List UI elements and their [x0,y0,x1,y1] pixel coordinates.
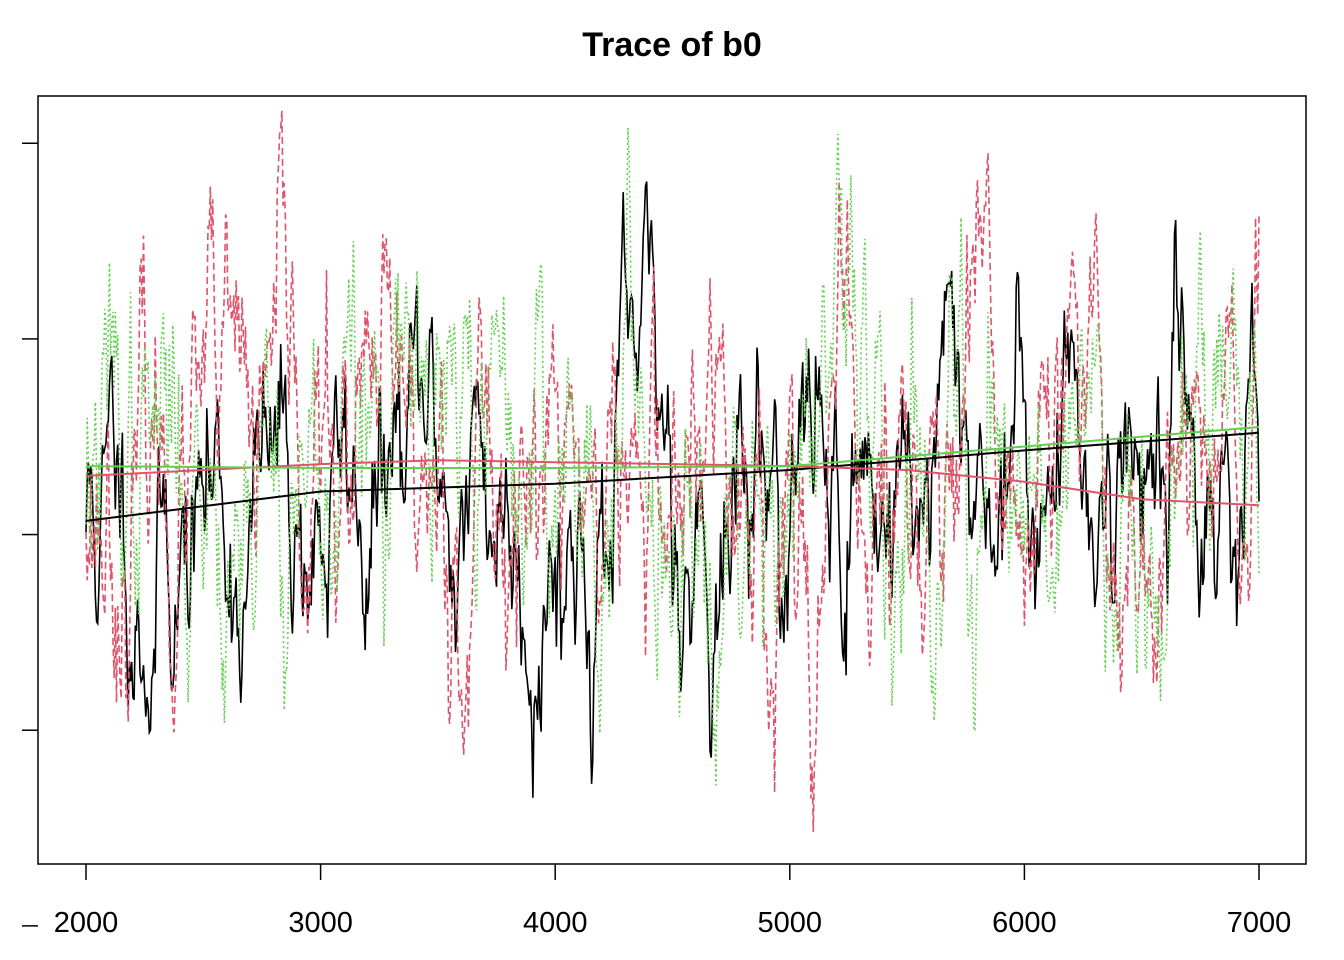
x-tick-label-7000: 7000 [1227,907,1292,939]
x-tick-label-4000: 4000 [523,907,588,939]
x-axis: 2000 3000 4000 5000 6000 7000 [54,864,1292,939]
x-tick-label-3000: 3000 [288,907,353,939]
plot-frame [37,95,1307,865]
trace-lines [85,110,1260,833]
x-tick-label-5000: 5000 [758,907,823,939]
smooth-lines [85,426,1260,522]
trace-series-2 [85,110,1260,833]
x-tick-label-2000: 2000 [54,907,119,939]
smooth-line-1 [85,431,1260,522]
chart-title: Trace of b0 [582,26,762,64]
trace-series-3 [85,127,1260,786]
smooth-line-3 [85,426,1260,469]
y-axis [22,142,38,927]
x-tick-label-6000: 6000 [992,907,1057,939]
